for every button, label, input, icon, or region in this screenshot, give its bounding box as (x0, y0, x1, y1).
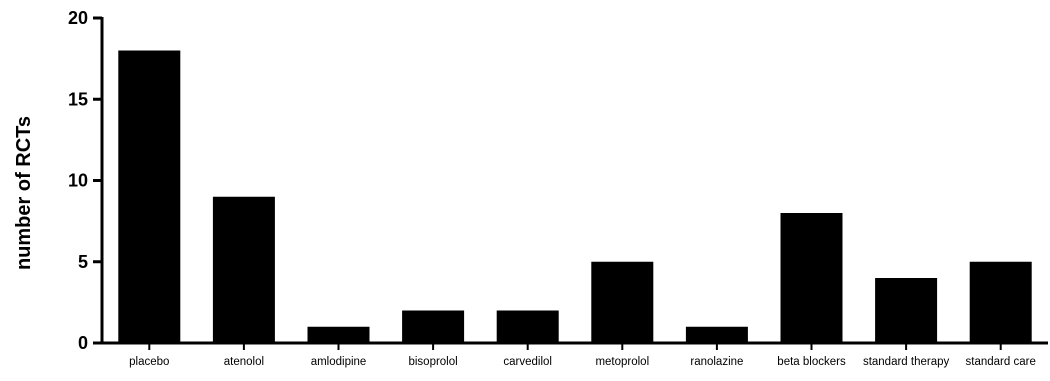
y-tick-label: 20 (68, 8, 88, 28)
x-tick-label: bisoprolol (408, 356, 457, 368)
y-tick-label: 0 (78, 333, 88, 353)
bars (118, 50, 1032, 343)
bar-ranolazine (685, 326, 748, 343)
bar-standard-care (969, 261, 1032, 343)
bar-standard-therapy (875, 278, 938, 343)
x-tick-label: carvedilol (503, 356, 552, 368)
y-tick-label: 10 (68, 171, 88, 191)
bar-atenolol (212, 196, 275, 343)
x-tick-label: standard therapy (863, 356, 950, 368)
bar-metoprolol (591, 261, 654, 343)
bar-beta-blockers (780, 213, 843, 343)
bar-amlodipine (307, 326, 370, 343)
y-axis: 0 5 10 15 20 (68, 8, 104, 353)
y-axis-title: number of RCTs (13, 116, 35, 270)
y-tick-label: 15 (68, 89, 88, 109)
x-tick-label: beta blockers (777, 356, 846, 368)
bar-bisoprolol (402, 310, 465, 343)
x-tick-label: placebo (129, 356, 169, 368)
x-tick-label: amlodipine (311, 356, 367, 368)
bar-placebo (118, 50, 181, 343)
x-tick-label: atenolol (224, 356, 264, 368)
x-tick-label: ranolazine (690, 356, 743, 368)
x-axis: placebo atenolol amlodipine bisoprolol carve… (101, 341, 1048, 368)
x-tick-label: metoprolol (595, 356, 649, 368)
x-tick-label: standard care (966, 356, 1036, 368)
bar-carvedilol (496, 310, 559, 343)
y-tick-label: 5 (78, 252, 88, 272)
